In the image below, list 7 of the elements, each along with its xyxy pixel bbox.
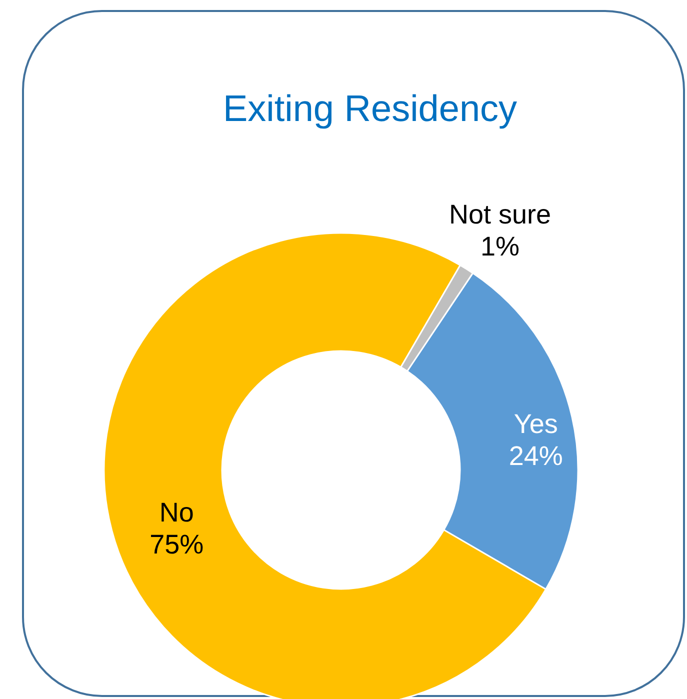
data-label: 24% bbox=[508, 441, 563, 472]
slice-label: No bbox=[159, 497, 194, 528]
data-label: 1% bbox=[480, 232, 520, 262]
data-label: 75% bbox=[150, 529, 204, 560]
slice-label: Not sure bbox=[448, 200, 552, 230]
chart-title: Exiting Residency bbox=[222, 88, 518, 130]
slice-label: Yes bbox=[514, 409, 558, 440]
